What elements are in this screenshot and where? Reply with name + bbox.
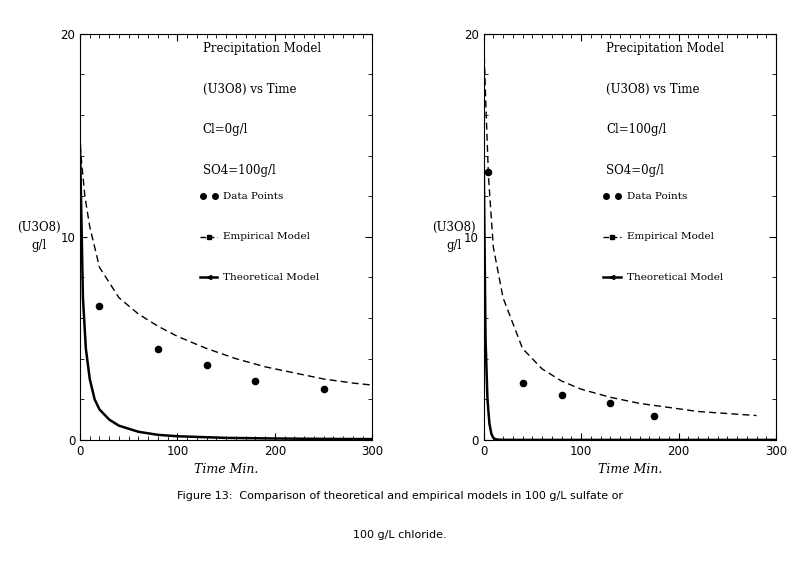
- Point: [318, 385, 330, 394]
- Point: [482, 168, 495, 177]
- Point: [604, 399, 617, 408]
- X-axis label: Time Min.: Time Min.: [598, 464, 662, 477]
- Text: Precipitation Model: Precipitation Model: [203, 42, 321, 55]
- Point: [93, 301, 106, 310]
- Text: (U3O8) vs Time: (U3O8) vs Time: [203, 82, 296, 95]
- Text: Theoretical Model: Theoretical Model: [223, 273, 319, 282]
- Text: Empirical Model: Empirical Model: [627, 232, 714, 241]
- Text: Data Points: Data Points: [223, 192, 284, 201]
- X-axis label: Time Min.: Time Min.: [194, 464, 258, 477]
- Text: Data Points: Data Points: [627, 192, 687, 201]
- Text: Figure 13:  Comparison of theoretical and empirical models in 100 g/L sulfate or: Figure 13: Comparison of theoretical and…: [177, 491, 623, 501]
- Point: [555, 391, 568, 400]
- Text: Cl=0g/l: Cl=0g/l: [203, 123, 248, 136]
- Point: [200, 360, 213, 369]
- Text: (U3O8) vs Time: (U3O8) vs Time: [606, 82, 700, 95]
- Point: [516, 378, 529, 387]
- Text: Theoretical Model: Theoretical Model: [627, 273, 723, 282]
- Text: (U3O8)
g/l: (U3O8) g/l: [18, 222, 61, 252]
- Text: Precipitation Model: Precipitation Model: [606, 42, 725, 55]
- Text: SO4=0g/l: SO4=0g/l: [606, 164, 664, 177]
- Point: [151, 344, 164, 353]
- Text: (U3O8)
g/l: (U3O8) g/l: [433, 222, 476, 252]
- Point: [249, 377, 262, 386]
- Text: Cl=100g/l: Cl=100g/l: [606, 123, 666, 136]
- Text: Empirical Model: Empirical Model: [223, 232, 310, 241]
- Text: SO4=100g/l: SO4=100g/l: [203, 164, 275, 177]
- Text: 100 g/L chloride.: 100 g/L chloride.: [353, 530, 447, 540]
- Point: [648, 411, 661, 420]
